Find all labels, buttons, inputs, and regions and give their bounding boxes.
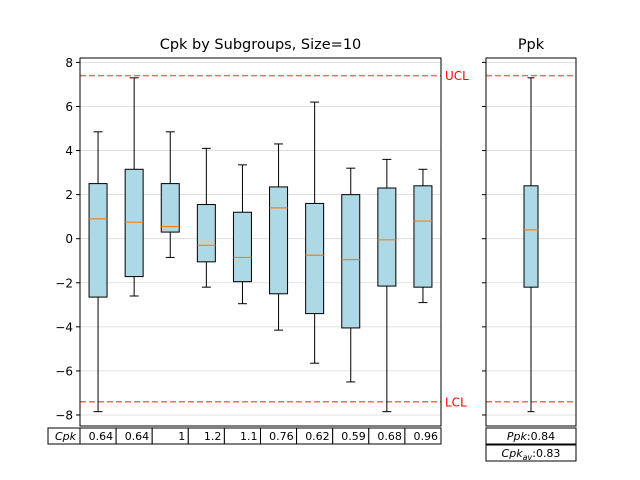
- box: [523, 185, 539, 288]
- y-tick-label: 2: [65, 188, 73, 202]
- table-cell-value: 0.62: [305, 430, 330, 443]
- main-plot-frame: [79, 57, 442, 427]
- table-cell-value: 0.68: [377, 430, 402, 443]
- table-row-label: Cpk: [55, 430, 77, 443]
- main-title: Cpk by Subgroups, Size=10: [160, 37, 362, 53]
- control-limit-labels: UCL LCL: [445, 69, 469, 409]
- y-tick-label: 6: [65, 100, 73, 114]
- table-cell-value: 1.1: [240, 430, 258, 443]
- box: [232, 211, 252, 283]
- main-gridlines: [80, 62, 441, 416]
- ppk-table-text: Cpkav:0.83: [502, 447, 561, 462]
- ppk-boxplot: [523, 77, 539, 413]
- ppk-panel: Ppk Ppk:0.84 Cpkav:0.83: [482, 37, 577, 462]
- box: [413, 185, 433, 288]
- table-cell-value: 0.64: [125, 430, 150, 443]
- table-cell-value: 1: [178, 430, 185, 443]
- table-cell: [404, 427, 442, 445]
- main-control-limits: [80, 74, 441, 403]
- control-limit-label: UCL: [445, 69, 469, 83]
- box: [269, 186, 289, 295]
- ppk-table-cell: [485, 427, 577, 445]
- ppk-table-text: Ppk:0.84: [507, 430, 555, 443]
- ppk-title: Ppk: [518, 37, 545, 53]
- table-cell-value: 0.59: [341, 430, 366, 443]
- cpk-table: Cpk 0.64 0.64 1 1.2 1.1 0.76 0.62 0.59 0.68 0.96: [47, 427, 442, 445]
- y-tick-label: −8: [55, 408, 73, 422]
- ppk-table-cell: [485, 444, 577, 462]
- box: [341, 194, 361, 329]
- control-limit-label: LCL: [445, 395, 467, 409]
- y-tick-label: 8: [65, 56, 73, 70]
- table-cell-value: 0.76: [269, 430, 294, 443]
- ppk-y-axis-ticks: [482, 61, 486, 416]
- y-tick-label: −2: [55, 276, 73, 290]
- table-cell-value: 1.2: [204, 430, 222, 443]
- y-tick-label: −4: [55, 320, 73, 334]
- ppk-plot-frame: [485, 57, 577, 427]
- table-cell-value: 0.64: [89, 430, 114, 443]
- box: [160, 183, 180, 233]
- y-tick-label: 0: [65, 232, 73, 246]
- box: [305, 202, 325, 315]
- table-cell-value: 0.96: [414, 430, 439, 443]
- box: [88, 183, 108, 298]
- box: [124, 168, 144, 278]
- box: [377, 187, 397, 287]
- y-tick-label: 4: [65, 144, 73, 158]
- main-y-axis: −8 −6 −4 −2 0 2 4 6 8: [55, 56, 80, 422]
- box: [196, 204, 216, 263]
- y-tick-label: −6: [55, 364, 73, 378]
- ppk-table: Ppk:0.84 Cpkav:0.83: [485, 427, 577, 462]
- main-boxplots: [88, 77, 433, 413]
